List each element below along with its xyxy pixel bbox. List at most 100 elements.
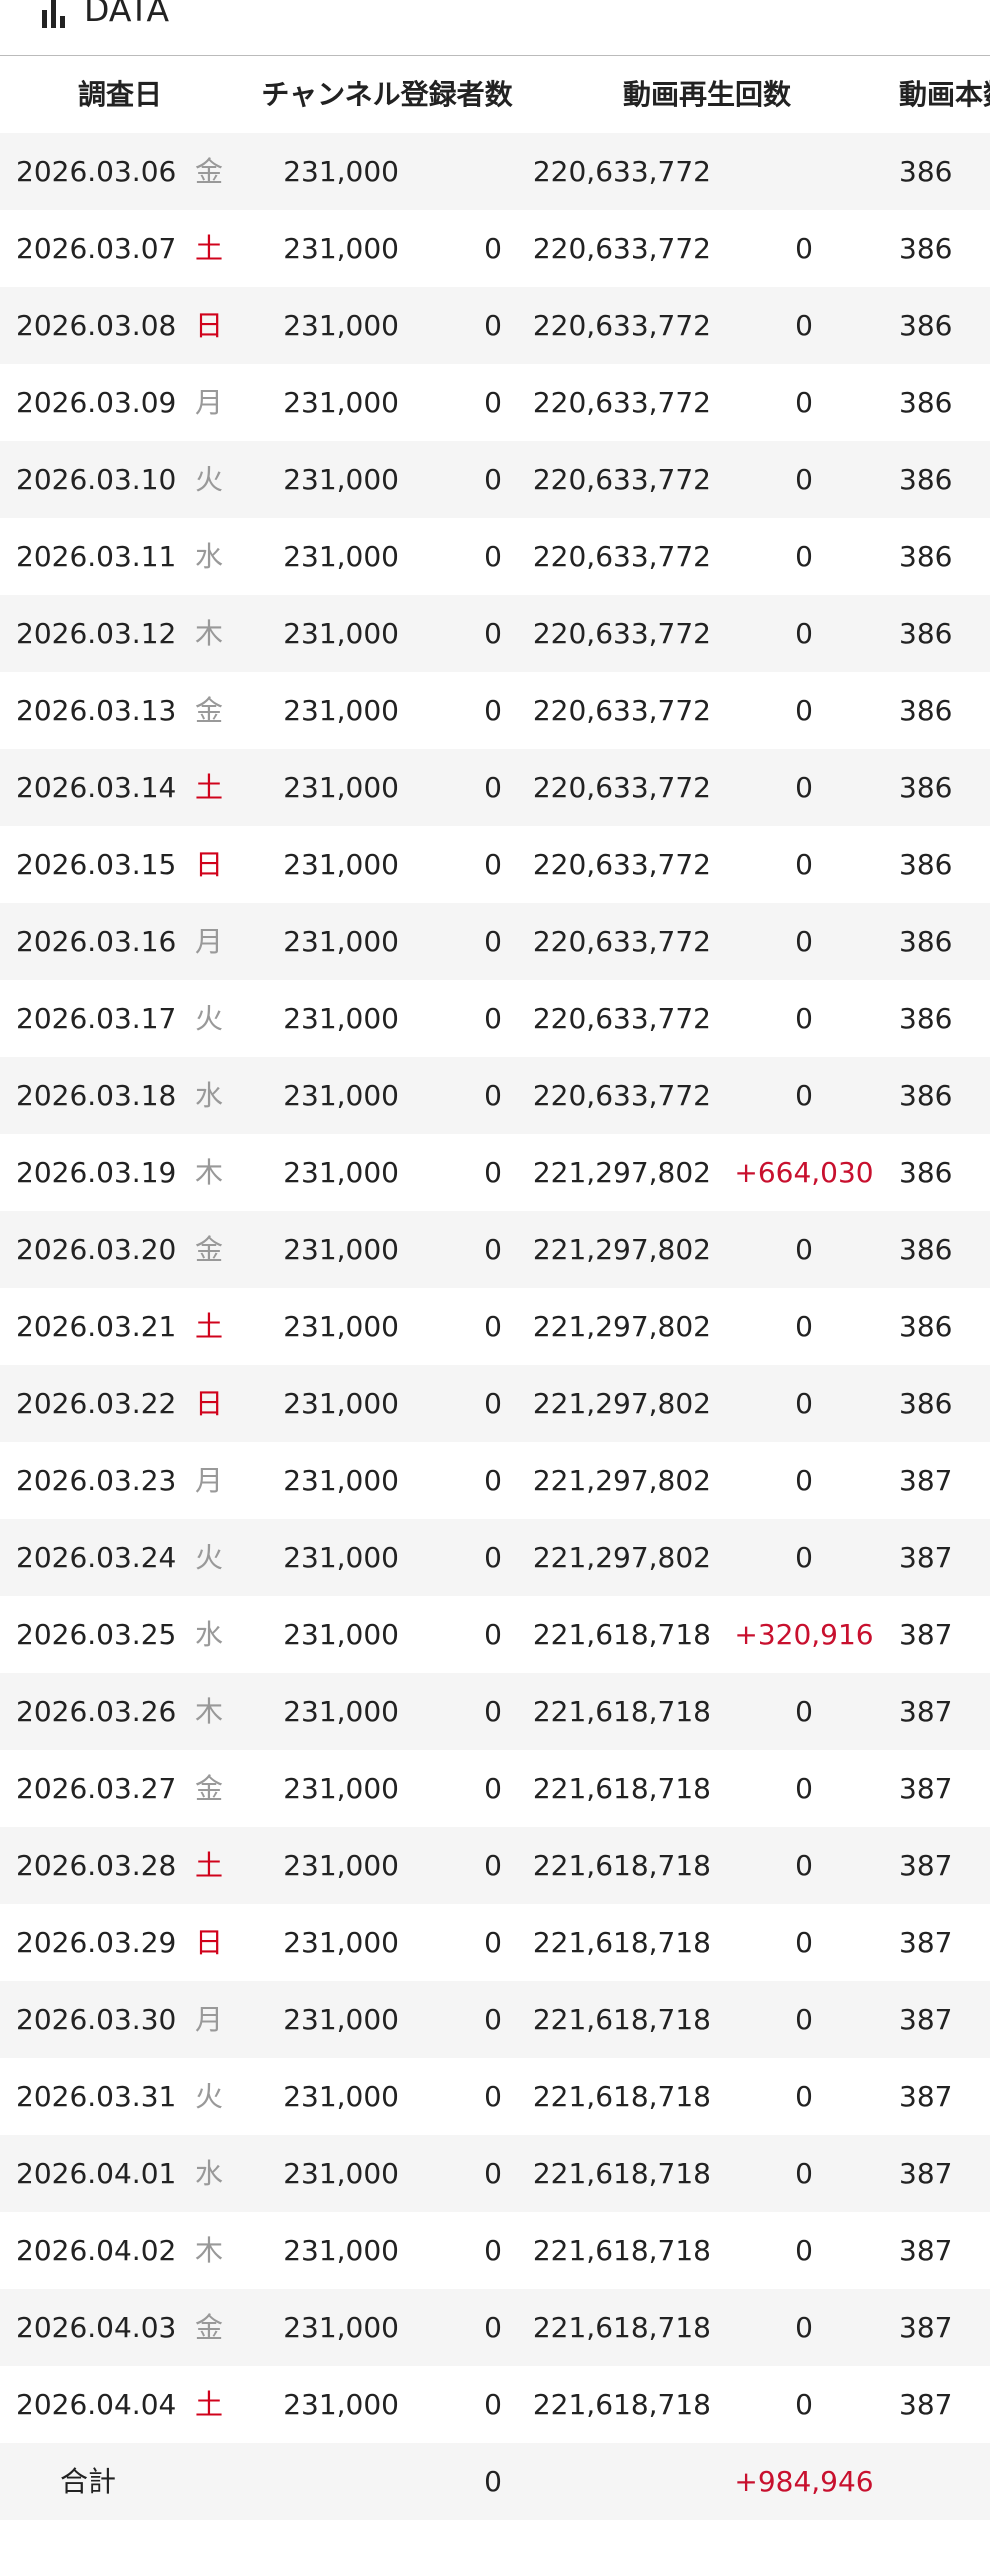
videos: 386 bbox=[899, 386, 953, 419]
table-row: 2026.04.04 土 231,000 0 221,618,718 0 387 bbox=[0, 2366, 990, 2443]
date: 2026.03.14 bbox=[16, 771, 177, 804]
table-row: 2026.03.25 水 231,000 0 221,618,718 +320,916 38… bbox=[0, 1596, 990, 1673]
weekday: 木 bbox=[194, 617, 223, 650]
date: 2026.03.13 bbox=[16, 694, 177, 727]
date: 2026.03.15 bbox=[16, 848, 177, 881]
weekday: 金 bbox=[194, 1772, 223, 1805]
views: 221,297,802 bbox=[532, 1310, 711, 1343]
views: 221,618,718 bbox=[532, 1849, 711, 1882]
weekday: 火 bbox=[194, 2080, 223, 2113]
date: 2026.03.09 bbox=[16, 386, 177, 419]
subscribers-diff: 0 bbox=[484, 232, 502, 265]
chart-icon bbox=[42, 0, 65, 28]
views-diff-total: +984,946 bbox=[734, 2465, 874, 2498]
views-diff: 0 bbox=[795, 848, 813, 881]
views: 221,297,802 bbox=[532, 1464, 711, 1497]
date: 2026.03.07 bbox=[16, 232, 177, 265]
subscribers-diff: 0 bbox=[484, 2157, 502, 2190]
table-row: 2026.03.13 金 231,000 0 220,633,772 0 386 bbox=[0, 672, 990, 749]
subscribers-diff: 0 bbox=[484, 617, 502, 650]
date: 2026.03.22 bbox=[16, 1387, 177, 1420]
views-diff: 0 bbox=[795, 1079, 813, 1112]
views-diff: 0 bbox=[795, 2311, 813, 2344]
subscribers: 231,000 bbox=[283, 1233, 399, 1266]
videos: 386 bbox=[899, 155, 953, 188]
subscribers-diff-total: 0 bbox=[484, 2465, 502, 2498]
date: 2026.03.12 bbox=[16, 617, 177, 650]
views-diff: 0 bbox=[795, 1772, 813, 1805]
views-diff: 0 bbox=[795, 1002, 813, 1035]
weekday: 火 bbox=[194, 1002, 223, 1035]
subscribers: 231,000 bbox=[283, 463, 399, 496]
views: 221,297,802 bbox=[532, 1233, 711, 1266]
table-row: 2026.03.15 日 231,000 0 220,633,772 0 386 bbox=[0, 826, 990, 903]
subscribers: 231,000 bbox=[283, 2311, 399, 2344]
subscribers: 231,000 bbox=[283, 2080, 399, 2113]
weekday: 土 bbox=[194, 2388, 223, 2421]
table-row: 2026.03.31 火 231,000 0 221,618,718 0 387 bbox=[0, 2058, 990, 2135]
date: 2026.03.24 bbox=[16, 1541, 177, 1574]
subscribers-diff: 0 bbox=[484, 2003, 502, 2036]
subscribers-diff: 0 bbox=[484, 540, 502, 573]
subscribers: 231,000 bbox=[283, 1772, 399, 1805]
videos: 387 bbox=[899, 2311, 953, 2344]
subscribers: 231,000 bbox=[283, 309, 399, 342]
views-diff: 0 bbox=[795, 2157, 813, 2190]
date: 2026.03.26 bbox=[16, 1695, 177, 1728]
views: 221,618,718 bbox=[532, 1695, 711, 1728]
date: 2026.03.18 bbox=[16, 1079, 177, 1112]
subscribers: 231,000 bbox=[283, 694, 399, 727]
views-diff: 0 bbox=[795, 1310, 813, 1343]
subscribers: 231,000 bbox=[283, 848, 399, 881]
subscribers-diff: 0 bbox=[484, 1695, 502, 1728]
videos: 387 bbox=[899, 2080, 953, 2113]
subscribers-diff: 0 bbox=[484, 925, 502, 958]
weekday: 金 bbox=[194, 155, 223, 188]
table-row: 2026.03.21 土 231,000 0 221,297,802 0 386 bbox=[0, 1288, 990, 1365]
views: 220,633,772 bbox=[532, 617, 711, 650]
subscribers: 231,000 bbox=[283, 1156, 399, 1189]
views-diff: 0 bbox=[795, 925, 813, 958]
videos: 387 bbox=[899, 1926, 953, 1959]
subscribers-diff: 0 bbox=[484, 694, 502, 727]
weekday: 月 bbox=[194, 925, 223, 958]
subscribers: 231,000 bbox=[283, 1849, 399, 1882]
views-diff: 0 bbox=[795, 617, 813, 650]
videos: 386 bbox=[899, 771, 953, 804]
table-row: 2026.03.29 日 231,000 0 221,618,718 0 387 bbox=[0, 1904, 990, 1981]
videos: 386 bbox=[899, 1387, 953, 1420]
subscribers: 231,000 bbox=[283, 1695, 399, 1728]
date: 2026.04.02 bbox=[16, 2234, 177, 2267]
subscribers: 231,000 bbox=[283, 232, 399, 265]
subscribers: 231,000 bbox=[283, 1079, 399, 1112]
subscribers: 231,000 bbox=[283, 1464, 399, 1497]
videos: 386 bbox=[899, 1002, 953, 1035]
videos: 386 bbox=[899, 540, 953, 573]
date: 2026.03.19 bbox=[16, 1156, 177, 1189]
subscribers: 231,000 bbox=[283, 2388, 399, 2421]
date: 2026.03.17 bbox=[16, 1002, 177, 1035]
table-row: 2026.04.02 木 231,000 0 221,618,718 0 387 bbox=[0, 2212, 990, 2289]
subscribers-diff: 0 bbox=[484, 1541, 502, 1574]
views: 220,633,772 bbox=[532, 155, 711, 188]
views: 220,633,772 bbox=[532, 694, 711, 727]
table-row: 2026.03.09 月 231,000 0 220,633,772 0 386 bbox=[0, 364, 990, 441]
views-diff: 0 bbox=[795, 2234, 813, 2267]
table-row: 2026.03.14 土 231,000 0 220,633,772 0 386 bbox=[0, 749, 990, 826]
views-diff: 0 bbox=[795, 1849, 813, 1882]
views-diff: 0 bbox=[795, 232, 813, 265]
views: 220,633,772 bbox=[532, 925, 711, 958]
views-diff: 0 bbox=[795, 694, 813, 727]
weekday: 水 bbox=[194, 1618, 223, 1651]
date: 2026.03.06 bbox=[16, 155, 177, 188]
subscribers: 231,000 bbox=[283, 540, 399, 573]
weekday: 土 bbox=[194, 1849, 223, 1882]
table-row: 2026.03.08 日 231,000 0 220,633,772 0 386 bbox=[0, 287, 990, 364]
weekday: 土 bbox=[194, 232, 223, 265]
table-row: 2026.04.03 金 231,000 0 221,618,718 0 387 bbox=[0, 2289, 990, 2366]
videos: 387 bbox=[899, 1618, 953, 1651]
header-row: 調査日 チャンネル登録者数 動画再生回数 動画本数 bbox=[0, 56, 990, 133]
views-diff: 0 bbox=[795, 1695, 813, 1728]
videos: 387 bbox=[899, 1464, 953, 1497]
